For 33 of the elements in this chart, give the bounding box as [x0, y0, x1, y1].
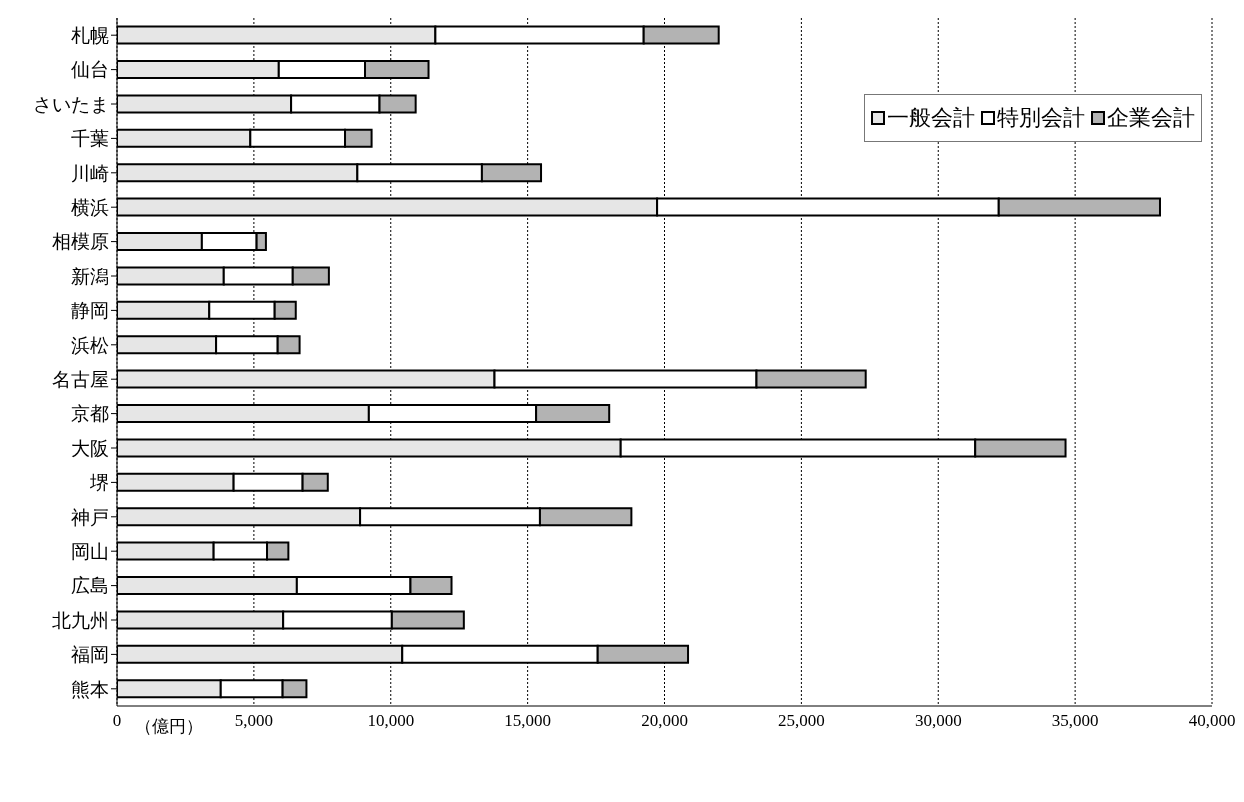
y-tick-label: 熊本 [71, 678, 109, 700]
x-tick-label: 10,000 [367, 711, 415, 731]
x-tick-label: 40,000 [1188, 711, 1236, 731]
legend-label: 企業会計 [1107, 104, 1195, 132]
y-tick-label: 仙台 [71, 59, 109, 81]
y-tick-label: 千葉 [71, 128, 109, 150]
y-tick-label: 大阪 [71, 437, 109, 459]
y-tick-label: 福岡 [71, 644, 109, 666]
x-tick-label: 35,000 [1051, 711, 1099, 731]
y-tick-label: 新潟 [71, 265, 109, 287]
y-tick-label: 神戸 [71, 506, 109, 528]
y-tick-label: 札幌 [71, 24, 109, 46]
y-tick-label: 相模原 [52, 231, 109, 253]
y-tick-label: 堺 [89, 472, 109, 494]
x-tick-label: 30,000 [914, 711, 962, 731]
x-tick-label: 20,000 [641, 711, 688, 731]
y-tick-label: 横浜 [71, 196, 109, 218]
x-tick-label: 0 [112, 711, 122, 731]
x-tick-label: 5,000 [234, 711, 273, 731]
x-tick-label: 15,000 [504, 711, 551, 731]
legend-label: 特別会計 [997, 104, 1085, 132]
x-tick-label: 25,000 [778, 711, 825, 731]
y-tick-label: 岡山 [71, 540, 109, 562]
legend-label: 一般会計 [887, 104, 975, 132]
y-tick-label: 川崎 [71, 162, 109, 184]
x-axis-title: （億円） [135, 717, 203, 736]
y-tick-label: 北九州 [52, 609, 109, 631]
y-tick-label: さいたま [33, 93, 109, 115]
y-tick-label: 名古屋 [52, 368, 109, 390]
y-tick-label: 広島 [71, 575, 109, 597]
y-tick-label: 浜松 [71, 334, 109, 356]
y-tick-label: 静岡 [71, 300, 109, 322]
y-tick-label: 京都 [71, 403, 109, 425]
